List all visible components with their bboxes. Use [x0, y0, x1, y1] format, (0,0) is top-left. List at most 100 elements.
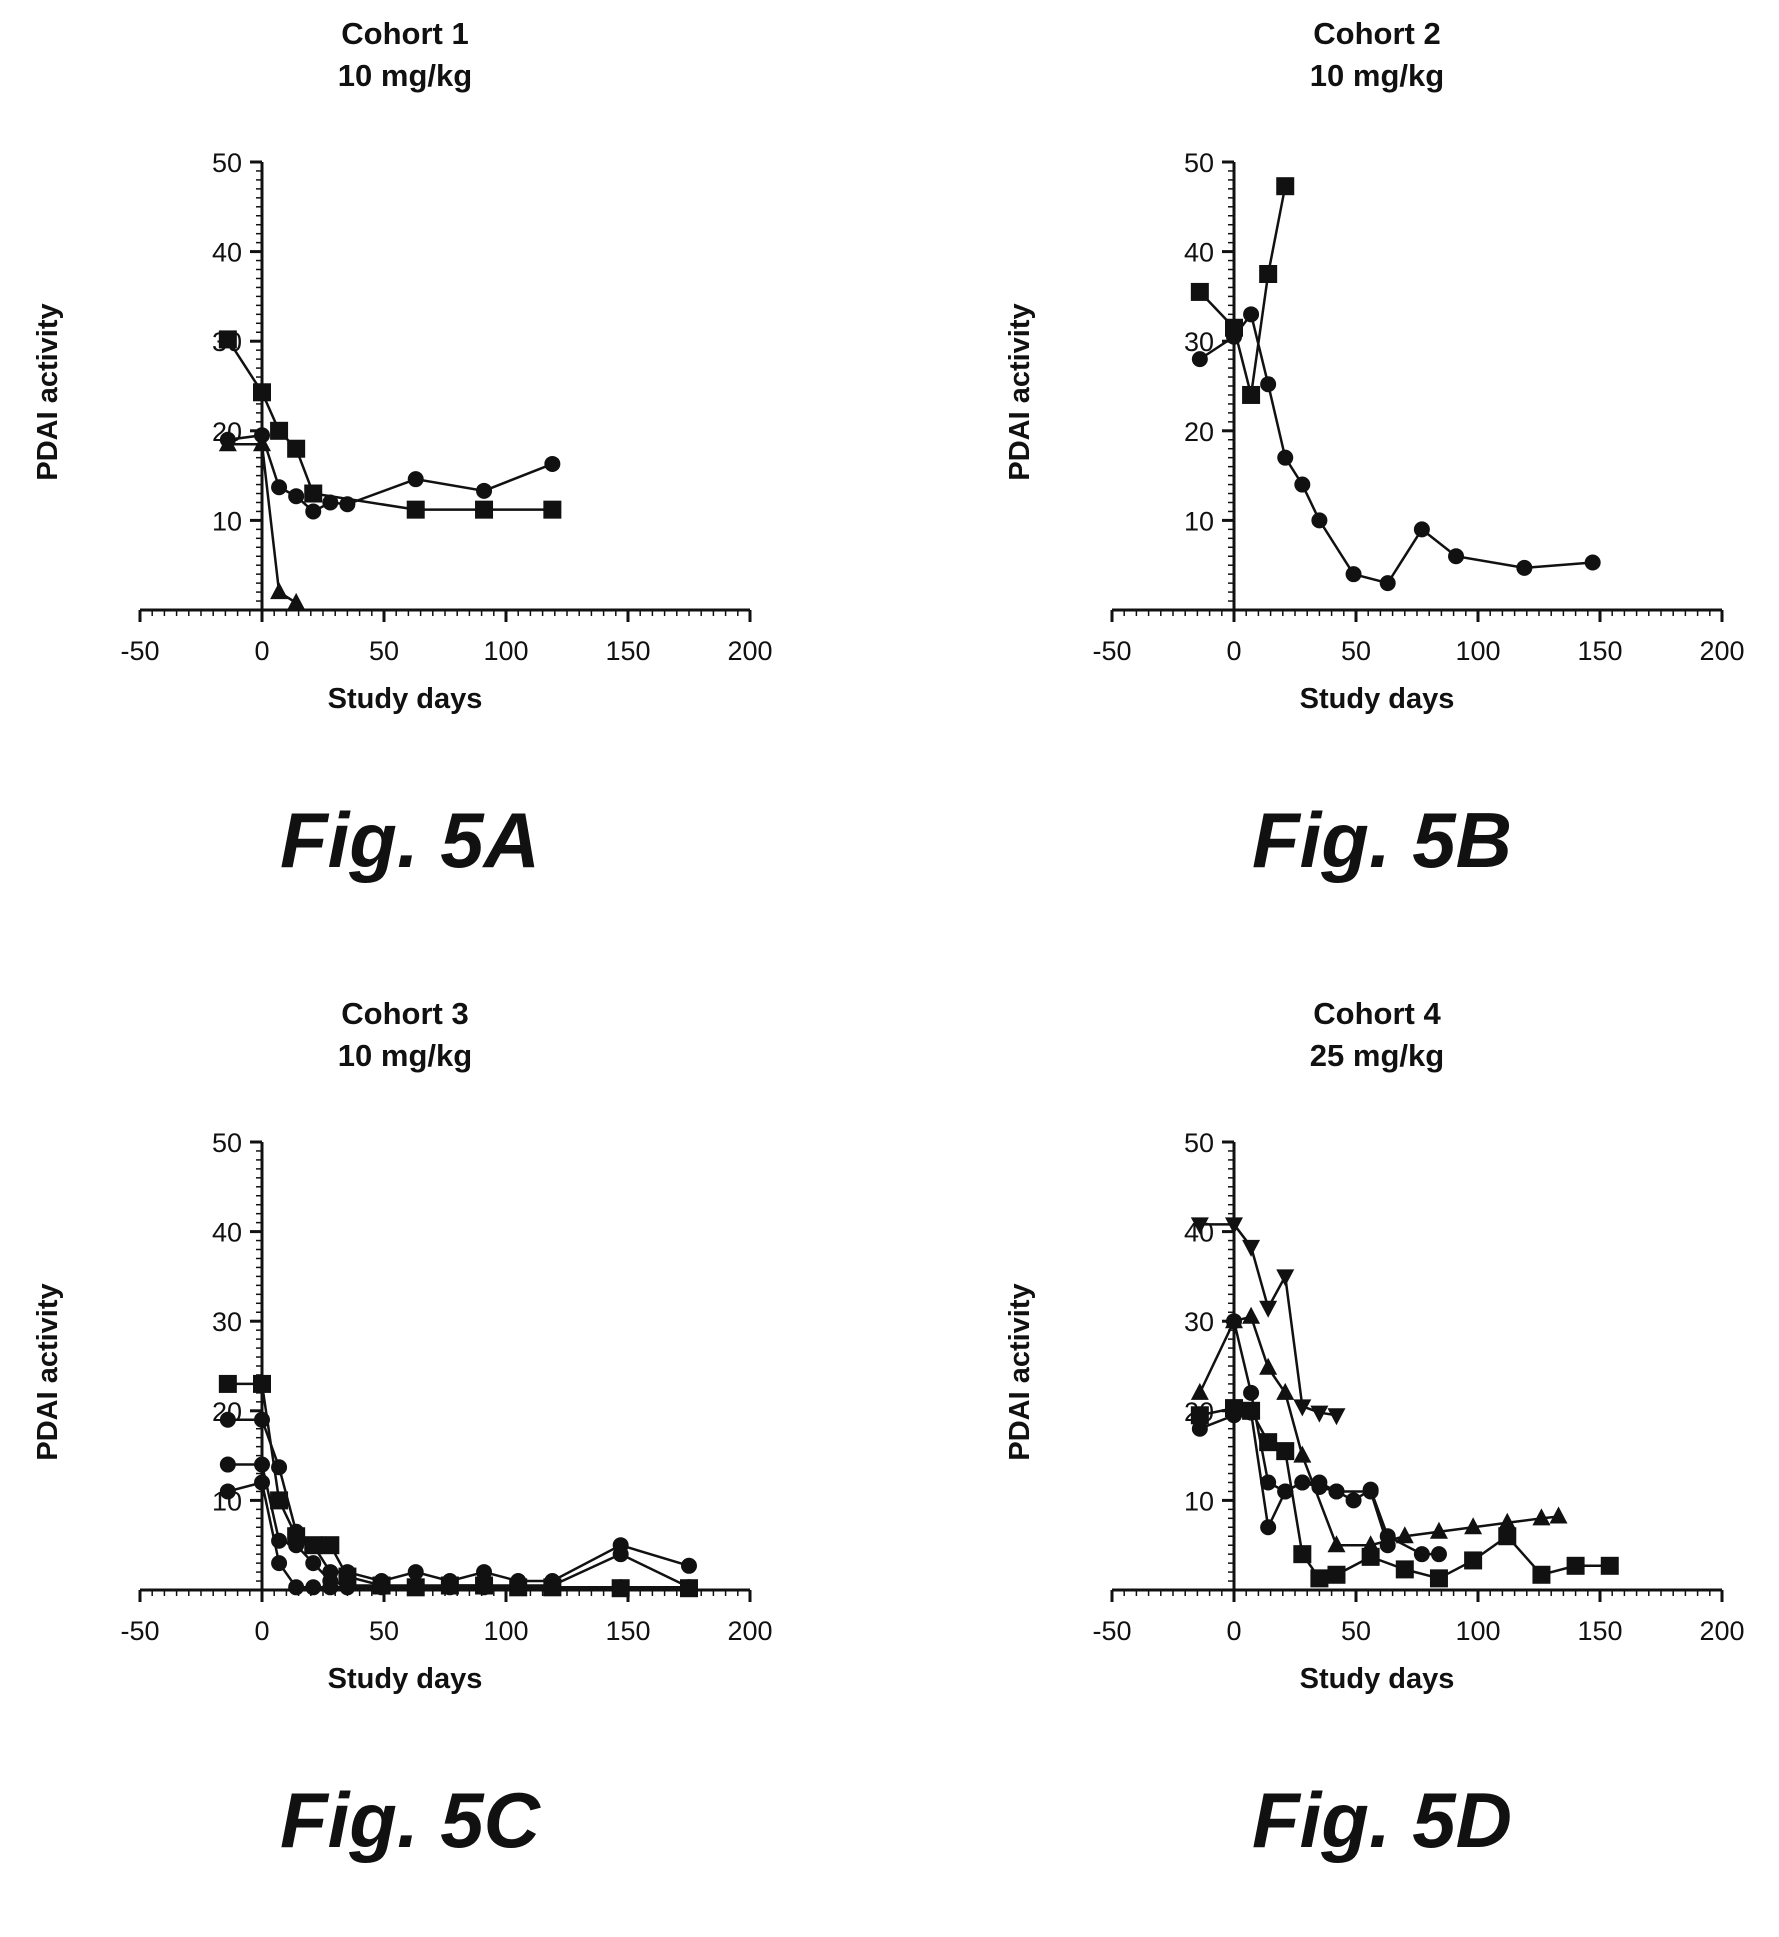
- y-tick-label: 50: [1184, 148, 1214, 178]
- data-point: [1311, 512, 1328, 529]
- data-point: [1243, 306, 1260, 323]
- y-axis-label: PDAI activity: [32, 1283, 64, 1460]
- series-line: [1198, 1315, 1559, 1547]
- data-point: [1293, 1545, 1312, 1564]
- chart-5a: Cohort 1 10 mg/kg -500501001502001020304…: [32, 16, 773, 715]
- data-point: [1242, 385, 1261, 404]
- data-point: [287, 439, 306, 458]
- data-point: [1191, 1420, 1208, 1437]
- x-tick-label: 0: [254, 636, 269, 666]
- panel-5a: Cohort 1 10 mg/kg -500501001502001020304…: [0, 0, 889, 957]
- y-tick-label: 50: [212, 148, 242, 178]
- data-point: [271, 1555, 288, 1572]
- data-point: [271, 479, 288, 496]
- data-point: [339, 496, 356, 513]
- data-point: [1379, 1537, 1396, 1554]
- data-point: [1226, 1407, 1242, 1424]
- data-point: [1277, 1483, 1294, 1500]
- data-point: [1226, 1313, 1242, 1330]
- chart-5c: Cohort 3 10 mg/kg -50 0 50 100 150 2001020304…: [32, 996, 773, 1695]
- y-tick-label: 20: [1184, 417, 1214, 447]
- data-point: [475, 500, 494, 519]
- data-point: [1395, 1526, 1414, 1544]
- series-line: [1198, 185, 1287, 396]
- panel-5b: Cohort 2 10 mg/kg -50 0 50 100 150 200 10 20 30 4…: [972, 0, 1779, 957]
- data-point: [339, 1579, 356, 1596]
- data-point: [219, 1483, 236, 1500]
- y-tick-label: 10: [1184, 1486, 1214, 1516]
- series-line: [1199, 311, 1593, 585]
- data-point: [1584, 554, 1601, 571]
- data-point: [543, 500, 562, 519]
- x-axis-label: Study days: [328, 1663, 483, 1695]
- data-point: [253, 383, 271, 402]
- chart-5b: Cohort 2 10 mg/kg -50 0 50 100 150 2001020304…: [1004, 16, 1745, 715]
- data-point: [407, 1579, 424, 1596]
- data-point: [288, 1579, 305, 1596]
- data-point: [288, 1537, 305, 1554]
- data-point: [304, 484, 323, 503]
- x-tick-label: 150: [1577, 636, 1622, 666]
- data-point: [1259, 1433, 1278, 1452]
- data-point: [1328, 1483, 1345, 1500]
- data-point: [1242, 1306, 1261, 1324]
- x-tick-label: 200: [727, 1616, 772, 1646]
- y-axis-label: PDAI activity: [1004, 1283, 1036, 1460]
- data-point: [1191, 351, 1208, 368]
- data-point: [1516, 559, 1533, 576]
- x-tick-label: 50: [1341, 1616, 1371, 1646]
- x-tick-label: 100: [483, 1616, 528, 1646]
- data-point: [1259, 265, 1278, 283]
- figure-caption: Fig. 5A: [279, 796, 540, 884]
- data-point: [218, 330, 237, 349]
- x-tick-label: 150: [1577, 1616, 1622, 1646]
- data-point: [1190, 282, 1209, 301]
- data-point: [1190, 1382, 1209, 1400]
- data-point: [1379, 575, 1396, 592]
- data-point: [219, 1411, 236, 1428]
- data-point: [270, 1491, 289, 1510]
- data-point: [406, 500, 425, 519]
- data-point: [1310, 1569, 1329, 1588]
- data-point: [1362, 1483, 1379, 1500]
- y-axis-label: PDAI activity: [1004, 303, 1036, 480]
- y-tick-label: 40: [212, 1218, 242, 1248]
- data-point: [1549, 1506, 1568, 1524]
- data-point: [339, 1564, 356, 1581]
- data-point: [287, 592, 306, 610]
- data-point: [253, 1374, 271, 1393]
- data-point: [1294, 1474, 1311, 1491]
- x-tick-label: 100: [1455, 636, 1500, 666]
- data-point: [254, 1456, 270, 1473]
- y-tick-label: 30: [1184, 1307, 1214, 1337]
- series-line: [1232, 1320, 1389, 1546]
- y-axis-label: PDAI activity: [32, 303, 64, 480]
- data-point: [544, 1579, 561, 1596]
- x-tick-label: 0: [254, 1616, 269, 1646]
- data-point: [1293, 1445, 1312, 1463]
- chart-subtitle: 10 mg/kg: [1310, 58, 1444, 93]
- panel-5d: Cohort 4 25 mg/kg -500501001502001020304…: [972, 980, 1779, 1937]
- data-point: [1600, 1556, 1619, 1575]
- data-point: [218, 1374, 237, 1393]
- x-tick-label: 200: [1699, 636, 1744, 666]
- chart-title: Cohort 3: [341, 996, 468, 1031]
- data-point: [288, 488, 305, 505]
- chart-subtitle: 10 mg/kg: [338, 58, 472, 93]
- data-point: [1225, 1217, 1243, 1235]
- data-point: [270, 421, 289, 440]
- data-point: [407, 471, 424, 488]
- x-tick-label: 200: [1699, 1616, 1744, 1646]
- data-point: [1294, 476, 1311, 493]
- data-point: [305, 503, 322, 520]
- y-tick-label: 50: [1184, 1128, 1214, 1158]
- data-point: [253, 434, 271, 452]
- data-point: [681, 1579, 697, 1596]
- data-point: [510, 1579, 527, 1596]
- data-point: [1259, 1300, 1278, 1318]
- y-tick-label: 40: [1184, 238, 1214, 268]
- chart-title: Cohort 2: [1313, 16, 1440, 51]
- data-point: [305, 1537, 322, 1554]
